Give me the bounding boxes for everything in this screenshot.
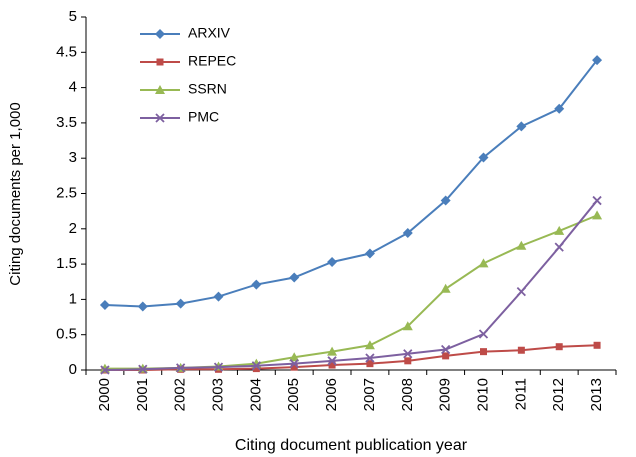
y-tick-label: 1.5 bbox=[56, 255, 77, 272]
marker bbox=[442, 352, 450, 360]
x-tick-label: 2011 bbox=[512, 378, 529, 410]
marker bbox=[516, 240, 527, 250]
marker bbox=[213, 362, 224, 372]
x-tick-label: 2000 bbox=[96, 378, 113, 411]
x-tick-label: 2004 bbox=[247, 378, 264, 411]
marker bbox=[554, 225, 565, 235]
marker bbox=[176, 363, 186, 373]
x-axis-label: Citing document publication year bbox=[235, 437, 468, 454]
marker bbox=[440, 195, 451, 206]
marker bbox=[252, 365, 260, 373]
marker bbox=[516, 286, 526, 297]
y-tick-label: 5 bbox=[69, 8, 77, 25]
y-tick-label: 3.5 bbox=[56, 114, 77, 131]
marker bbox=[402, 321, 413, 331]
series-line bbox=[104, 214, 598, 370]
x-tick-label: 2012 bbox=[550, 378, 567, 411]
x-tick-label: 2010 bbox=[474, 378, 491, 411]
marker bbox=[155, 29, 165, 39]
marker bbox=[366, 360, 374, 368]
marker bbox=[555, 343, 563, 351]
y-tick-label: 0 bbox=[69, 361, 77, 378]
marker bbox=[403, 349, 413, 359]
marker bbox=[517, 346, 525, 354]
marker bbox=[592, 210, 603, 220]
x-tick-label: 2007 bbox=[361, 378, 378, 411]
marker bbox=[328, 361, 336, 369]
marker bbox=[593, 341, 601, 349]
marker bbox=[480, 348, 487, 356]
marker bbox=[478, 329, 489, 339]
series-line bbox=[104, 344, 598, 371]
marker bbox=[440, 283, 451, 293]
y-tick-label: 4 bbox=[69, 79, 77, 96]
marker bbox=[138, 364, 148, 374]
y-tick-label: 0.5 bbox=[56, 326, 77, 343]
legend-label: ARXIV bbox=[188, 25, 231, 41]
x-tick-label: 2006 bbox=[323, 378, 340, 411]
marker bbox=[402, 228, 413, 239]
x-tick-label: 2005 bbox=[285, 378, 302, 411]
marker bbox=[156, 58, 164, 66]
marker bbox=[364, 340, 375, 350]
marker bbox=[99, 300, 110, 311]
marker bbox=[289, 359, 299, 369]
x-tick-label: 2009 bbox=[437, 378, 454, 411]
marker bbox=[592, 55, 603, 66]
y-tick-label: 4.5 bbox=[56, 43, 77, 60]
series-line bbox=[104, 199, 598, 371]
y-axis-label: Citing documents per 1,000 bbox=[7, 102, 24, 285]
marker bbox=[327, 356, 337, 366]
x-tick-label: 2003 bbox=[209, 378, 226, 411]
marker bbox=[441, 344, 451, 355]
y-tick-label: 2 bbox=[69, 220, 77, 237]
y-tick-label: 1 bbox=[69, 290, 77, 307]
marker bbox=[327, 346, 338, 356]
marker bbox=[404, 357, 412, 365]
legend-label: SSRN bbox=[188, 81, 227, 97]
x-tick-label: 2001 bbox=[134, 378, 151, 411]
x-tick-label: 2008 bbox=[399, 378, 416, 411]
marker bbox=[289, 272, 300, 283]
marker bbox=[365, 353, 375, 363]
series-line bbox=[104, 59, 598, 308]
marker bbox=[289, 352, 300, 362]
legend-label: PMC bbox=[188, 109, 219, 125]
marker bbox=[155, 113, 165, 123]
marker bbox=[290, 363, 298, 371]
marker bbox=[554, 103, 565, 114]
marker bbox=[155, 85, 165, 94]
marker bbox=[478, 258, 489, 268]
marker bbox=[516, 121, 527, 132]
x-tick-label: 2002 bbox=[172, 378, 189, 411]
y-tick-label: 2.5 bbox=[56, 184, 77, 201]
marker bbox=[251, 361, 261, 371]
marker bbox=[478, 152, 489, 163]
x-tick-label: 2013 bbox=[588, 378, 605, 411]
legend-label: REPEC bbox=[188, 53, 236, 69]
marker bbox=[213, 291, 224, 302]
y-tick-label: 3 bbox=[69, 149, 77, 166]
marker bbox=[137, 301, 148, 312]
marker bbox=[175, 298, 186, 309]
marker bbox=[100, 365, 110, 375]
marker bbox=[592, 195, 602, 206]
marker bbox=[554, 242, 564, 252]
marker bbox=[364, 248, 375, 259]
marker bbox=[327, 256, 338, 267]
marker bbox=[251, 279, 262, 290]
